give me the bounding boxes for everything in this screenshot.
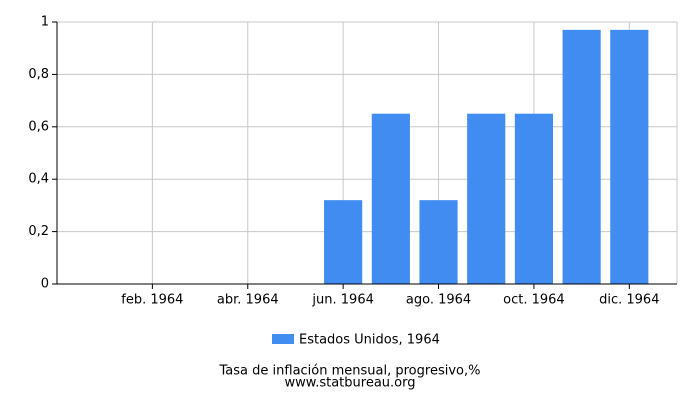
y-tick-label: 0,2 bbox=[28, 224, 49, 239]
bar bbox=[467, 113, 506, 284]
x-axis-title: Tasa de inflación mensual, progresivo,% bbox=[219, 364, 481, 379]
x-tick-label: oct. 1964 bbox=[503, 293, 565, 308]
x-tick-label: abr. 1964 bbox=[217, 293, 279, 308]
y-tick-label: 0,8 bbox=[28, 67, 49, 82]
bar bbox=[562, 29, 601, 284]
legend-swatch bbox=[272, 334, 294, 344]
y-tick-label: 0,4 bbox=[28, 172, 49, 187]
y-tick-label: 0 bbox=[41, 277, 49, 292]
legend-label: Estados Unidos, 1964 bbox=[299, 333, 440, 348]
source: www.statbureau.org bbox=[285, 376, 416, 391]
bar bbox=[610, 29, 649, 284]
x-tick-label: feb. 1964 bbox=[121, 293, 183, 308]
bar bbox=[514, 113, 553, 284]
y-tick-label: 1 bbox=[41, 15, 49, 30]
x-tick-label: dic. 1964 bbox=[599, 293, 659, 308]
y-tick-label: 0,6 bbox=[28, 119, 49, 134]
bar bbox=[371, 113, 410, 284]
bar bbox=[324, 200, 363, 284]
x-tick-label: ago. 1964 bbox=[406, 293, 471, 308]
bar bbox=[419, 200, 458, 284]
x-tick-label: jun. 1964 bbox=[311, 293, 373, 308]
